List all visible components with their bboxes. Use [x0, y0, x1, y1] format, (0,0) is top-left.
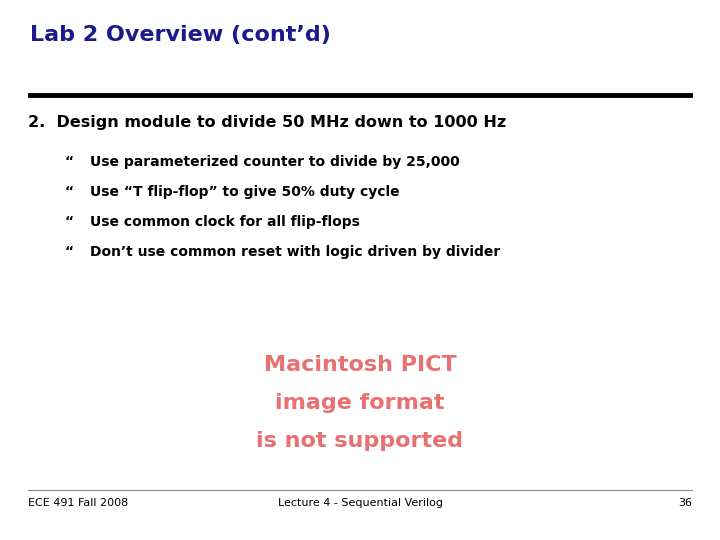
Text: Macintosh PICT: Macintosh PICT: [264, 355, 456, 375]
Text: Use parameterized counter to divide by 25,000: Use parameterized counter to divide by 2…: [90, 155, 460, 169]
Text: “: “: [65, 245, 74, 259]
Text: Lab 2 Overview (cont’d): Lab 2 Overview (cont’d): [30, 25, 331, 45]
Text: “: “: [65, 155, 74, 169]
Text: “: “: [65, 185, 74, 199]
Text: 36: 36: [678, 498, 692, 508]
Text: 2.  Design module to divide 50 MHz down to 1000 Hz: 2. Design module to divide 50 MHz down t…: [28, 115, 506, 130]
Text: Use common clock for all flip-flops: Use common clock for all flip-flops: [90, 215, 360, 229]
Text: Lecture 4 - Sequential Verilog: Lecture 4 - Sequential Verilog: [277, 498, 443, 508]
Text: “: “: [65, 215, 74, 229]
Text: ECE 491 Fall 2008: ECE 491 Fall 2008: [28, 498, 128, 508]
Text: Don’t use common reset with logic driven by divider: Don’t use common reset with logic driven…: [90, 245, 500, 259]
Text: is not supported: is not supported: [256, 431, 464, 451]
Text: Use “T flip-flop” to give 50% duty cycle: Use “T flip-flop” to give 50% duty cycle: [90, 185, 400, 199]
Text: image format: image format: [275, 393, 445, 413]
